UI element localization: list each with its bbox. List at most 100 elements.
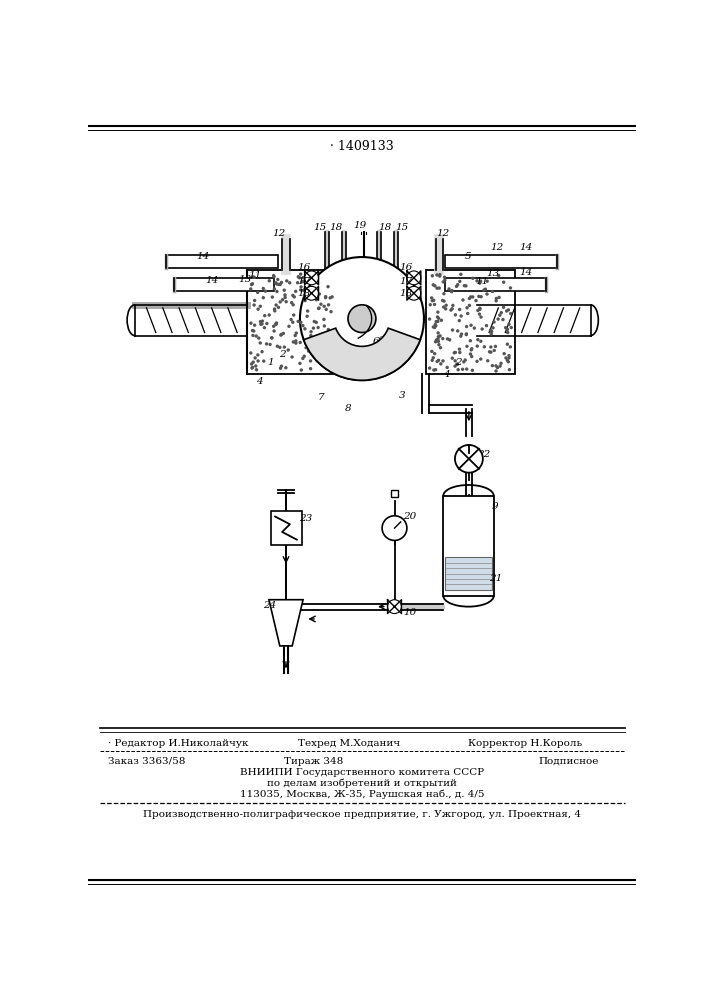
Circle shape bbox=[270, 336, 274, 340]
Circle shape bbox=[437, 340, 440, 343]
Circle shape bbox=[272, 329, 276, 333]
Circle shape bbox=[274, 322, 278, 326]
Circle shape bbox=[320, 303, 322, 306]
Circle shape bbox=[478, 281, 481, 285]
Circle shape bbox=[256, 353, 259, 357]
Circle shape bbox=[289, 318, 293, 321]
Circle shape bbox=[322, 305, 326, 308]
Circle shape bbox=[431, 274, 434, 278]
Text: 15: 15 bbox=[313, 223, 327, 232]
Circle shape bbox=[318, 340, 322, 343]
Circle shape bbox=[259, 341, 262, 345]
Circle shape bbox=[508, 368, 511, 371]
Circle shape bbox=[508, 354, 510, 357]
Circle shape bbox=[496, 317, 500, 321]
Text: по делам изобретений и открытий: по делам изобретений и открытий bbox=[267, 779, 457, 788]
Circle shape bbox=[348, 305, 376, 333]
Circle shape bbox=[301, 324, 305, 327]
Circle shape bbox=[450, 307, 454, 310]
Circle shape bbox=[306, 340, 310, 344]
Text: 14: 14 bbox=[519, 268, 532, 277]
Circle shape bbox=[308, 295, 311, 298]
Bar bbox=[426, 270, 515, 374]
Circle shape bbox=[251, 366, 254, 369]
Circle shape bbox=[504, 326, 508, 329]
Circle shape bbox=[256, 291, 259, 294]
Circle shape bbox=[276, 345, 279, 348]
Text: 11: 11 bbox=[248, 271, 262, 280]
Circle shape bbox=[260, 322, 264, 326]
Circle shape bbox=[279, 367, 282, 370]
Circle shape bbox=[279, 333, 283, 337]
Circle shape bbox=[301, 276, 305, 279]
Circle shape bbox=[503, 352, 506, 355]
Circle shape bbox=[325, 308, 328, 311]
Text: 2: 2 bbox=[455, 358, 462, 367]
Circle shape bbox=[271, 295, 274, 299]
Circle shape bbox=[489, 329, 492, 332]
Circle shape bbox=[270, 336, 274, 339]
Circle shape bbox=[428, 366, 431, 370]
Circle shape bbox=[430, 350, 433, 353]
Circle shape bbox=[263, 314, 267, 317]
Bar bbox=[166, 255, 279, 268]
Text: Заказ 3363/58: Заказ 3363/58 bbox=[107, 757, 185, 766]
Circle shape bbox=[312, 293, 316, 296]
Circle shape bbox=[465, 367, 468, 371]
Circle shape bbox=[436, 320, 440, 323]
Circle shape bbox=[251, 282, 254, 285]
Circle shape bbox=[494, 369, 498, 373]
Circle shape bbox=[315, 298, 318, 301]
Circle shape bbox=[275, 282, 279, 286]
Circle shape bbox=[478, 307, 481, 310]
Text: 21: 21 bbox=[489, 574, 502, 583]
Circle shape bbox=[317, 307, 320, 310]
Circle shape bbox=[296, 320, 300, 323]
Circle shape bbox=[471, 295, 474, 299]
Circle shape bbox=[477, 295, 481, 298]
Circle shape bbox=[299, 288, 303, 292]
Circle shape bbox=[438, 286, 441, 290]
Circle shape bbox=[274, 303, 278, 307]
Circle shape bbox=[455, 285, 458, 288]
Circle shape bbox=[434, 340, 438, 343]
Circle shape bbox=[481, 327, 484, 331]
Circle shape bbox=[507, 308, 510, 312]
Circle shape bbox=[432, 325, 435, 329]
Circle shape bbox=[259, 305, 262, 308]
Circle shape bbox=[436, 360, 439, 363]
Circle shape bbox=[453, 364, 457, 368]
Circle shape bbox=[295, 331, 298, 335]
Circle shape bbox=[476, 344, 479, 348]
Circle shape bbox=[479, 340, 482, 343]
Circle shape bbox=[469, 324, 473, 327]
Circle shape bbox=[504, 356, 508, 360]
Text: 6: 6 bbox=[373, 337, 379, 346]
Circle shape bbox=[479, 280, 482, 283]
Circle shape bbox=[279, 300, 282, 304]
Circle shape bbox=[461, 298, 464, 302]
Circle shape bbox=[305, 315, 309, 318]
Circle shape bbox=[479, 315, 483, 319]
Circle shape bbox=[441, 337, 445, 340]
Circle shape bbox=[478, 308, 481, 311]
Circle shape bbox=[509, 286, 512, 290]
Circle shape bbox=[305, 271, 319, 285]
Circle shape bbox=[471, 277, 474, 280]
Circle shape bbox=[250, 283, 253, 286]
Circle shape bbox=[448, 287, 450, 291]
Circle shape bbox=[294, 341, 298, 345]
Circle shape bbox=[438, 334, 442, 338]
Circle shape bbox=[316, 351, 319, 354]
Circle shape bbox=[327, 285, 329, 288]
Circle shape bbox=[482, 288, 486, 292]
Circle shape bbox=[454, 351, 457, 354]
Circle shape bbox=[436, 315, 439, 319]
Text: 5: 5 bbox=[464, 252, 472, 261]
Circle shape bbox=[437, 335, 440, 338]
Circle shape bbox=[465, 306, 469, 309]
Circle shape bbox=[312, 326, 315, 330]
Circle shape bbox=[455, 363, 459, 366]
Circle shape bbox=[466, 312, 469, 315]
Circle shape bbox=[439, 362, 443, 366]
